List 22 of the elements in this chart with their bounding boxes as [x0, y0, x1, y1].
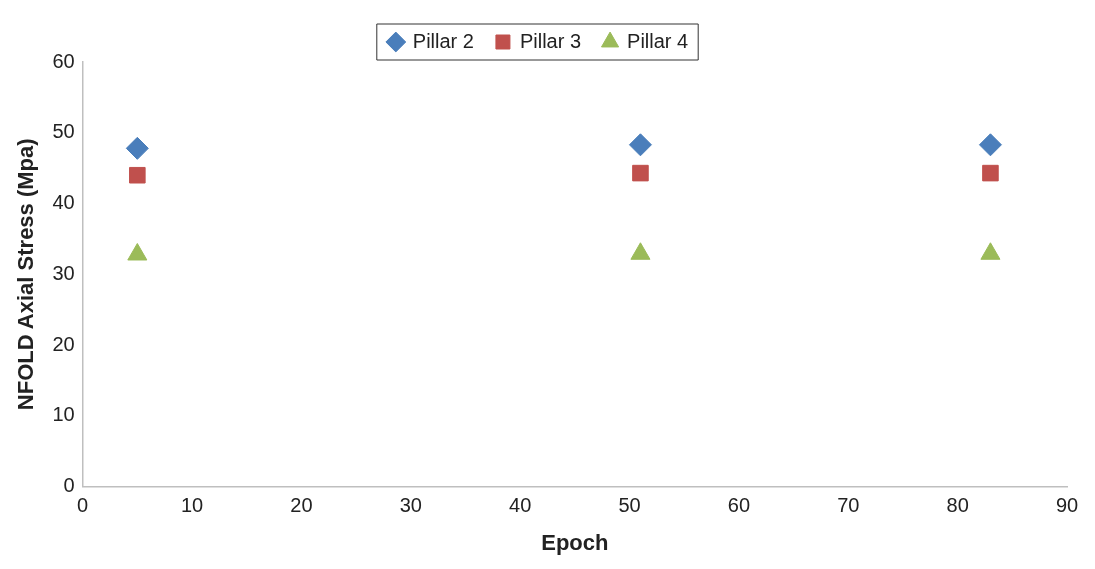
x-tick-label: 60	[727, 494, 751, 517]
legend-label: Pillar 3	[519, 29, 582, 52]
x-tick-label: 0	[77, 494, 89, 517]
legend-label: Pillar 2	[412, 29, 474, 52]
x-tick-label: 90	[1055, 494, 1079, 517]
y-tick-label: 50	[52, 120, 75, 143]
x-tick-label: 70	[837, 494, 860, 517]
y-tick-label: 0	[63, 474, 75, 497]
x-axis-title: Epoch	[541, 529, 609, 555]
x-tick-label: 20	[290, 494, 313, 517]
x-tick-label: 30	[399, 494, 422, 517]
x-tick-label: 40	[509, 494, 532, 517]
y-axis-title: NFOLD Axial Stress (Mpa)	[13, 138, 39, 411]
y-tick-label: 10	[52, 403, 75, 426]
y-tick-label: 60	[52, 49, 75, 72]
y-tick-label: 40	[52, 191, 75, 214]
x-tick-label: 10	[180, 494, 204, 517]
legend-label: Pillar 4	[627, 29, 689, 52]
x-tick-label: 50	[618, 494, 641, 517]
x-tick-label: 80	[946, 494, 969, 517]
y-tick-label: 30	[52, 261, 75, 284]
y-tick-label: 20	[52, 332, 75, 355]
